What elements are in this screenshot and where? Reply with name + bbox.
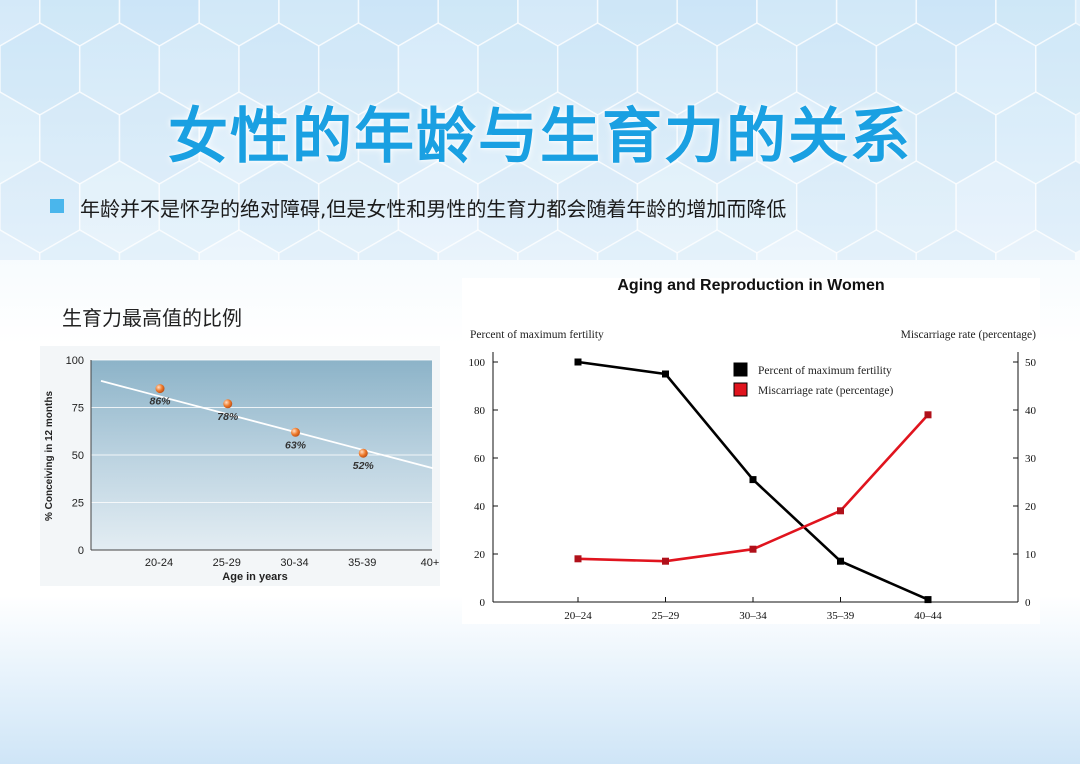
series-1-marker — [924, 596, 932, 604]
background-hexagon — [596, 229, 678, 260]
x-tick-label: 20-24 — [145, 557, 173, 569]
conception-rate-chart: 0 25 50 75 100 20-24 25-29 30-34 35-39 40+ 86% 78% 6… — [40, 346, 440, 586]
data-point — [358, 448, 368, 458]
series-1-marker — [662, 370, 669, 378]
x-tick-label: 40–44 — [914, 610, 942, 622]
chart-title: Aging and Reproduction in Women — [617, 278, 884, 294]
x-axis-title: Age in years — [222, 571, 287, 583]
background-hexagon — [517, 229, 599, 260]
data-label: 52% — [353, 460, 375, 472]
data-label: 63% — [285, 439, 307, 451]
background-hexagon — [118, 229, 200, 260]
left-axis-title: Percent of maximum fertility — [470, 329, 604, 341]
background-hexagon — [198, 229, 280, 260]
y-tick-label: 25 — [72, 498, 84, 510]
right-tick-label: 0 — [1025, 597, 1031, 609]
y-tick-label: 100 — [66, 355, 84, 367]
right-axis-title: Miscarriage rate (percentage) — [901, 329, 1037, 341]
y-axis-title: % Conceiving in 12 months — [44, 391, 55, 521]
series-1-marker — [837, 557, 844, 565]
data-label: 78% — [217, 411, 239, 423]
x-tick-label: 40+ — [421, 557, 440, 569]
y-tick-label: 50 — [72, 450, 84, 462]
page-title: 女性的年龄与生育力的关系 — [168, 102, 912, 172]
series-2-marker — [837, 507, 844, 515]
data-point — [223, 399, 233, 409]
trend-line — [100, 380, 434, 470]
right-tick-label: 20 — [1025, 501, 1037, 513]
y-tick-label: 0 — [78, 545, 84, 557]
series-2-marker — [662, 557, 669, 565]
background-hexagon — [0, 229, 41, 260]
x-tick-label: 35-39 — [348, 557, 376, 569]
background-hexagon — [995, 229, 1077, 260]
background-hexagon — [756, 229, 838, 260]
legend-label: Percent of maximum fertility — [758, 365, 892, 377]
legend-label: Miscarriage rate (percentage) — [758, 385, 894, 397]
left-tick-label: 40 — [474, 501, 486, 513]
series-2-marker — [574, 555, 582, 563]
legend-swatch — [733, 382, 748, 397]
series-1-marker — [749, 476, 757, 484]
x-tick-label: 25–29 — [652, 610, 680, 622]
left-tick-label: 80 — [474, 405, 486, 417]
left-tick-label: 20 — [474, 549, 486, 561]
bullet-marker — [50, 199, 64, 213]
series-1-marker — [574, 358, 582, 366]
data-point — [291, 427, 300, 437]
x-tick-label: 30-34 — [280, 557, 308, 569]
background-hexagon-pattern — [0, 0, 1080, 260]
y-tick-label: 75 — [72, 403, 84, 415]
right-tick-label: 40 — [1025, 405, 1037, 417]
background-hexagon — [835, 229, 918, 260]
x-tick-label: 25-29 — [213, 557, 241, 569]
right-tick-label: 10 — [1025, 549, 1037, 561]
bullet-text: 年龄并不是怀孕的绝对障碍,但是女性和男性的生育力都会随着年龄的增加而降低 — [80, 197, 787, 221]
data-point — [155, 384, 165, 394]
left-tick-label: 0 — [480, 597, 486, 609]
series-2-marker — [924, 411, 932, 419]
aging-reproduction-chart: Aging and Reproduction in Women Percent o… — [462, 278, 1040, 624]
x-tick-label: 20–24 — [564, 610, 592, 622]
right-tick-label: 30 — [1025, 453, 1037, 465]
background-hexagon — [39, 229, 121, 260]
background-hexagon — [676, 229, 758, 260]
background-hexagon — [437, 229, 519, 260]
background-hexagon — [357, 229, 439, 260]
series-2-marker — [749, 545, 757, 553]
right-chart-panel — [462, 278, 1040, 624]
legend-swatch — [733, 362, 748, 377]
background-hexagon — [278, 229, 360, 260]
left-tick-label: 60 — [474, 453, 486, 465]
data-label: 86% — [149, 396, 171, 408]
x-tick-label: 30–34 — [739, 610, 767, 622]
right-tick-label: 50 — [1025, 357, 1037, 369]
x-tick-label: 35–39 — [827, 610, 855, 622]
left-tick-label: 100 — [469, 357, 486, 369]
left-chart-subtitle: 生育力最高值的比例 — [62, 306, 242, 330]
background-hexagon — [915, 229, 997, 260]
